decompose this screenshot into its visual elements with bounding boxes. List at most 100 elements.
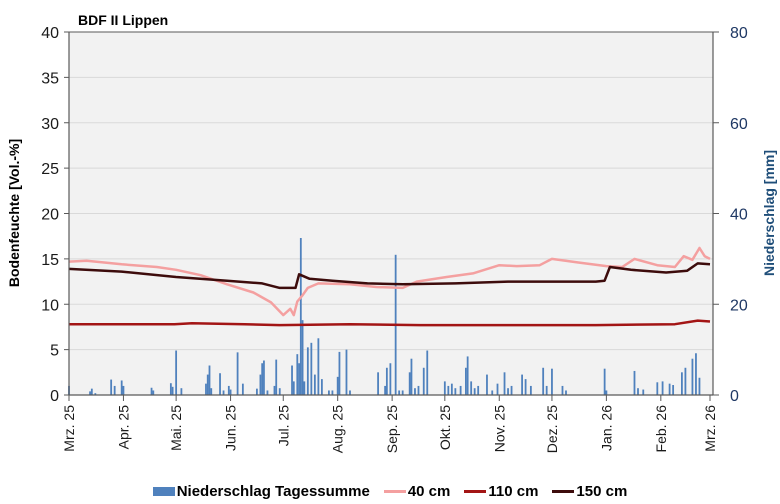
legend-item-precipitation: Niederschlag Tagessumme [152,482,370,500]
precipitation-bar [110,379,113,395]
soil-moisture-lines [68,246,711,327]
precipitation-bar [398,390,401,395]
x-tick-label: Sep. 25 [384,405,400,453]
precipitation-bar [266,390,269,395]
precipitation-bar [473,388,476,395]
precipitation-bar [256,388,258,395]
precipitation-bar [551,368,553,395]
precipitation-bar [698,377,701,395]
legend-label-110cm: 110 cm [488,482,539,500]
precipitation-bar [384,385,387,395]
precipitation-bar [633,370,636,395]
precipitation-bar [222,390,225,395]
y-right-tick-label: 80 [730,25,748,42]
precipitation-bar [296,354,299,395]
precipitation-bar [89,391,91,395]
precipitation-bar [486,374,488,395]
precipitation-bar [464,367,467,395]
precipitation-bar [259,374,262,395]
precipitation-bar [603,368,606,395]
y-tick-label: 40 [41,25,59,42]
legend-item-40cm: 40 cm [383,482,451,500]
precipitation-bar [477,385,480,395]
precipitation-bar [205,383,207,395]
precipitation-bar [529,385,532,395]
precipitation-bar [331,390,334,395]
precipitation-bar [524,379,527,395]
precipitation-bar [491,390,494,395]
precipitation-bar [605,390,608,395]
precipitation-bar [447,385,450,395]
y-tick-label: 25 [41,161,59,178]
precipitation-bar [229,389,232,395]
x-tick-label: Jan. 26 [598,405,614,451]
precipitation-bar [545,385,548,395]
line-150-cm [68,262,711,290]
precipitation-bar [150,387,153,395]
precipitation-bar [521,374,523,395]
legend-swatch-150cm [552,489,575,493]
precipitation-bar [210,388,213,395]
y-tick-label: 10 [41,297,59,314]
precipitation-bar [656,382,659,395]
x-axis-ticks: Mrz. 25 Apr. 25 Mai. 25 Jun. 25 Jul. 25 Aug. … [61,395,718,453]
y-axis-left-label: Bodenfeuchte [Vol.-%] [6,139,22,287]
precipitation-bar [171,386,174,395]
precipitation-bar [377,372,379,395]
precipitation-bar [336,376,339,395]
y-right-tick-label: 20 [730,297,748,314]
precipitation-bar [565,390,567,395]
precipitation-bar [310,342,313,395]
precipitation-bar [291,365,293,395]
precipitation-bar [668,383,671,395]
precipitation-bar [298,363,300,395]
precipitation-bar [263,360,265,395]
precipitation-bar [443,381,446,395]
legend-swatch-precipitation [152,486,175,496]
precipitation-bar [122,385,125,395]
x-tick-label: Feb. 26 [653,405,669,453]
precipitation-bar [410,358,413,395]
precipitation-bar [561,385,564,395]
precipitation-bar [695,353,697,395]
precipitation-bar [408,372,411,395]
precipitation-bar [320,379,323,395]
precipitation-bar [306,347,309,395]
precipitation-bar [275,359,278,395]
y-right-tick-label: 0 [730,388,739,405]
precipitation-bar [661,381,664,395]
precipitation-bar [691,358,694,395]
precipitation-bar [417,385,420,395]
precipitation-bar [236,352,239,395]
precipitation-bar [672,385,675,395]
x-tick-label: Nov. 25 [491,405,507,452]
precipitation-bar [175,350,178,395]
precipitation-bar [503,372,506,395]
precipitation-bar [120,380,123,395]
chart-title: BDF II Lippen [78,12,168,28]
y-axis-right-ticks: 0 20 40 60 80 [713,25,748,405]
precipitation-bar [454,388,457,395]
y-tick-label: 30 [41,116,59,133]
x-tick-label: Mai. 25 [168,405,184,451]
precipitation-bar [642,389,645,395]
legend-label-precipitation: Niederschlag Tagessumme [176,482,370,500]
y-tick-label: 20 [41,207,59,224]
precipitation-bar [113,385,116,395]
y-tick-label: 0 [50,388,59,405]
x-tick-label: Aug. 25 [330,405,346,453]
y-tick-label: 35 [41,70,59,87]
precipitation-bar [219,373,221,395]
legend-label-40cm: 40 cm [407,482,451,500]
x-tick-label: Mrz. 25 [61,405,77,452]
precipitation-bar [385,367,388,395]
y-axis-right-label: Niederschlag [mm] [761,150,777,276]
legend-item-110cm: 110 cm [464,483,538,500]
precipitation-bar [328,390,330,395]
y-tick-label: 5 [50,343,59,360]
y-tick-label: 15 [41,252,59,269]
precipitation-bar [345,349,348,395]
precipitation-bar [94,393,97,395]
x-tick-label: Jun. 25 [223,405,239,451]
